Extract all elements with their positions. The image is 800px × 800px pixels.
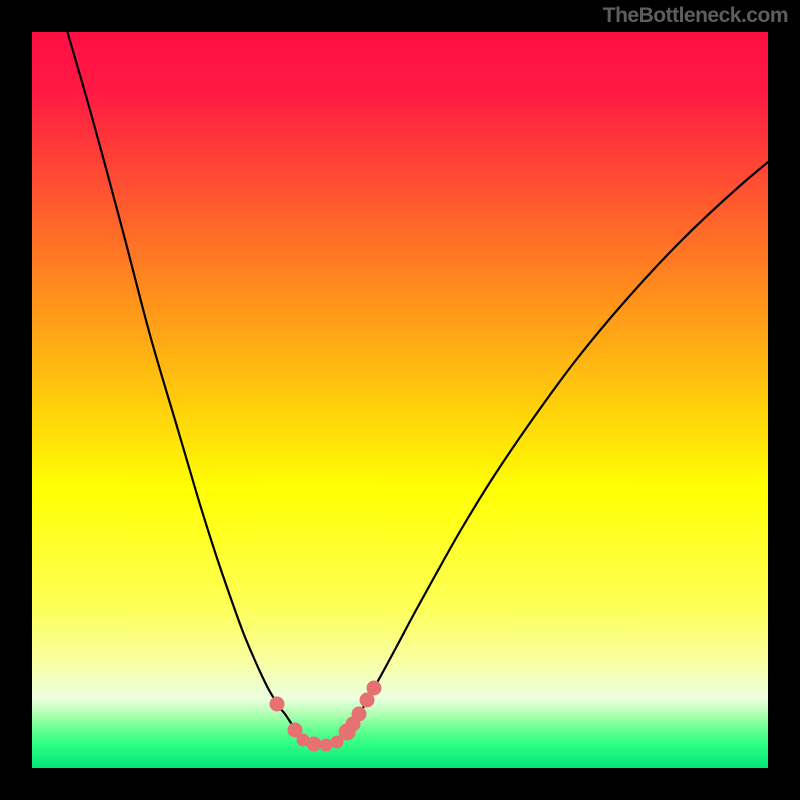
- bottleneck-chart: [0, 0, 800, 800]
- chart-container: [0, 0, 800, 800]
- curve-marker: [352, 707, 366, 721]
- chart-background-gradient: [32, 32, 768, 768]
- curve-marker: [270, 697, 284, 711]
- curve-marker: [320, 739, 332, 751]
- curve-marker: [367, 681, 381, 695]
- curve-marker: [307, 737, 321, 751]
- watermark-text: TheBottleneck.com: [603, 4, 788, 28]
